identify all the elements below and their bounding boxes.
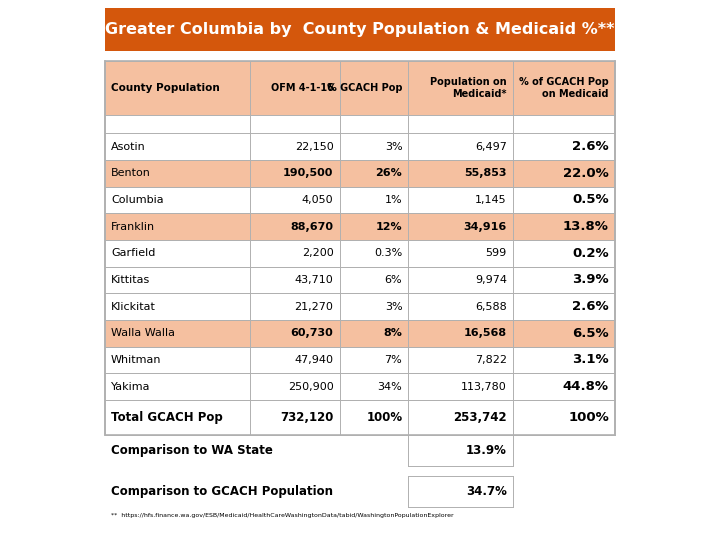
Text: 7%: 7% — [384, 355, 402, 365]
Text: Garfield: Garfield — [111, 248, 156, 258]
Text: 34%: 34% — [377, 382, 402, 392]
Text: **  https://hfs.finance.wa.gov/ESB/Medicaid/HealthCareWashingtonData/tabid/Washi: ** https://hfs.finance.wa.gov/ESB/Medica… — [111, 514, 454, 518]
Bar — [105, 62, 615, 114]
Text: Whitman: Whitman — [111, 355, 161, 365]
Text: 12%: 12% — [376, 221, 402, 232]
Text: 4,050: 4,050 — [302, 195, 333, 205]
Text: 88,670: 88,670 — [290, 221, 333, 232]
Text: Walla Walla: Walla Walla — [111, 328, 175, 338]
Text: 2.6%: 2.6% — [572, 300, 609, 313]
Bar — [105, 293, 615, 320]
Text: 34,916: 34,916 — [464, 221, 507, 232]
Bar — [105, 114, 615, 133]
Bar — [105, 62, 615, 435]
Bar — [105, 133, 615, 160]
Text: Comparison to GCACH Population: Comparison to GCACH Population — [111, 485, 333, 498]
Text: 0.2%: 0.2% — [572, 247, 609, 260]
Text: Benton: Benton — [111, 168, 151, 178]
Text: 6.5%: 6.5% — [572, 327, 609, 340]
Text: 13.9%: 13.9% — [466, 444, 507, 457]
Text: 100%: 100% — [568, 411, 609, 424]
Text: Greater Columbia by  County Population & Medicaid %**: Greater Columbia by County Population & … — [105, 22, 615, 37]
Text: Kittitas: Kittitas — [111, 275, 150, 285]
Bar — [105, 465, 615, 476]
Bar — [105, 400, 615, 435]
Text: 1,145: 1,145 — [475, 195, 507, 205]
Bar — [105, 373, 615, 400]
Text: % of GCACH Pop
on Medicaid: % of GCACH Pop on Medicaid — [519, 77, 609, 99]
Bar — [105, 347, 615, 373]
Text: 13.8%: 13.8% — [563, 220, 609, 233]
Text: 55,853: 55,853 — [464, 168, 507, 178]
Text: 732,120: 732,120 — [280, 411, 333, 424]
Text: 2.6%: 2.6% — [572, 140, 609, 153]
Bar — [105, 51, 615, 62]
Bar — [105, 476, 615, 507]
Text: 0.3%: 0.3% — [374, 248, 402, 258]
Bar — [105, 320, 615, 347]
Bar — [105, 240, 615, 267]
Text: 3.9%: 3.9% — [572, 273, 609, 286]
Text: 7,822: 7,822 — [475, 355, 507, 365]
Text: 6,588: 6,588 — [475, 302, 507, 312]
Text: Population on
Medicaid*: Population on Medicaid* — [431, 77, 507, 99]
Text: 21,270: 21,270 — [294, 302, 333, 312]
Text: 60,730: 60,730 — [291, 328, 333, 338]
Text: 0.5%: 0.5% — [572, 193, 609, 206]
Text: 253,742: 253,742 — [454, 411, 507, 424]
Text: Asotin: Asotin — [111, 141, 146, 152]
Text: % GCACH Pop: % GCACH Pop — [327, 83, 402, 93]
Bar — [105, 435, 615, 465]
Text: 599: 599 — [485, 248, 507, 258]
Text: 47,940: 47,940 — [294, 355, 333, 365]
Bar — [105, 267, 615, 293]
Text: 22,150: 22,150 — [294, 141, 333, 152]
Text: 3%: 3% — [384, 141, 402, 152]
Text: 8%: 8% — [384, 328, 402, 338]
Text: Comparison to WA State: Comparison to WA State — [111, 444, 273, 457]
Text: Total GCACH Pop: Total GCACH Pop — [111, 411, 223, 424]
Bar — [105, 160, 615, 186]
Bar — [105, 8, 615, 51]
Text: 6,497: 6,497 — [475, 141, 507, 152]
Text: 1%: 1% — [384, 195, 402, 205]
Text: Columbia: Columbia — [111, 195, 163, 205]
Text: 44.8%: 44.8% — [563, 380, 609, 393]
Text: 3%: 3% — [384, 302, 402, 312]
Text: 3.1%: 3.1% — [572, 354, 609, 367]
Text: Klickitat: Klickitat — [111, 302, 156, 312]
Text: 9,974: 9,974 — [475, 275, 507, 285]
Text: 113,780: 113,780 — [461, 382, 507, 392]
Text: 100%: 100% — [366, 411, 402, 424]
Text: OFM 4-1-16: OFM 4-1-16 — [271, 83, 333, 93]
Text: Yakima: Yakima — [111, 382, 150, 392]
Text: 26%: 26% — [376, 168, 402, 178]
Text: 16,568: 16,568 — [464, 328, 507, 338]
Bar — [105, 186, 615, 213]
Text: 2,200: 2,200 — [302, 248, 333, 258]
Text: 190,500: 190,500 — [283, 168, 333, 178]
Text: Franklin: Franklin — [111, 221, 156, 232]
Text: County Population: County Population — [111, 83, 220, 93]
Text: 43,710: 43,710 — [294, 275, 333, 285]
Bar — [105, 62, 615, 435]
Text: 22.0%: 22.0% — [563, 167, 609, 180]
Text: 6%: 6% — [384, 275, 402, 285]
Text: 34.7%: 34.7% — [466, 485, 507, 498]
Bar — [105, 213, 615, 240]
Bar — [105, 507, 615, 525]
Text: 250,900: 250,900 — [288, 382, 333, 392]
